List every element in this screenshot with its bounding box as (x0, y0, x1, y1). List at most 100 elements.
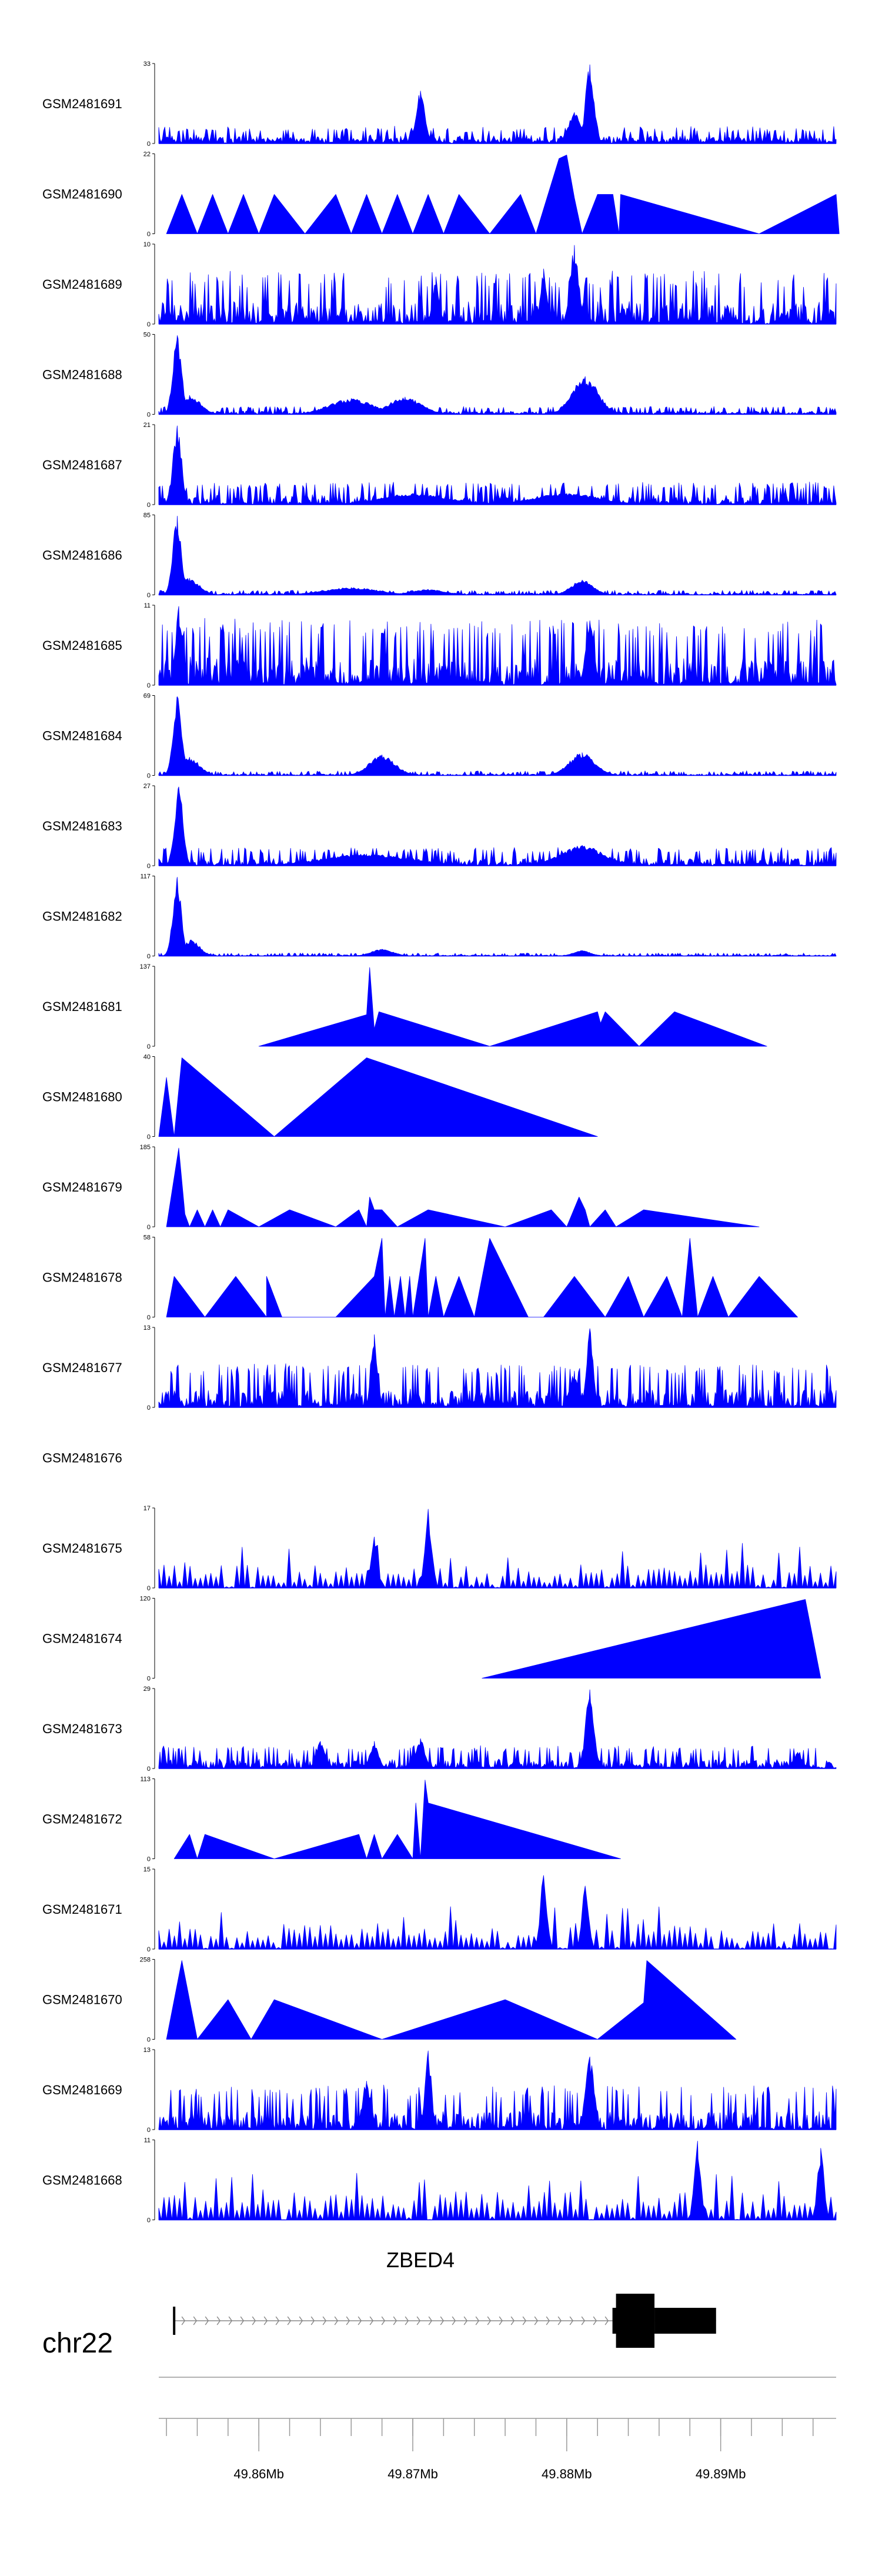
coverage-area (173, 1780, 621, 1859)
y-min-label: 0 (147, 1676, 151, 1683)
y-max-label: 15 (143, 1866, 151, 1873)
coverage-area (158, 606, 837, 686)
strand-arrow (216, 2316, 221, 2325)
y-min-label: 0 (147, 953, 151, 960)
exon-1 (173, 2307, 176, 2335)
strand-arrow (463, 2316, 468, 2325)
y-min-label: 0 (147, 2127, 151, 2134)
coverage-area (482, 1599, 821, 1679)
track-GSM2481674: GSM2481674 120 0 (42, 1596, 821, 1683)
coverage-area (158, 64, 837, 144)
strand-arrow (487, 2316, 492, 2325)
coverage-area (158, 1875, 837, 1950)
strand-arrow (475, 2316, 480, 2325)
coverage-area (166, 155, 840, 234)
track-label: GSM2481690 (42, 187, 122, 202)
track-label: GSM2481674 (42, 1631, 122, 1646)
y-max-label: 33 (143, 61, 151, 68)
y-max-label: 137 (140, 963, 151, 970)
utr-block (654, 2308, 716, 2334)
y-min-label: 0 (147, 592, 151, 599)
track-GSM2481680: GSM2481680 40 0 (42, 1054, 598, 1141)
coverage-area (158, 877, 837, 956)
y-max-label: 17 (143, 1505, 151, 1512)
y-max-label: 21 (143, 422, 151, 429)
track-label: GSM2481672 (42, 1812, 122, 1827)
strand-arrow (604, 2316, 609, 2325)
y-min-label: 0 (147, 1224, 151, 1231)
track-GSM2481683: GSM2481683 27 0 (42, 783, 837, 870)
strand-arrow (181, 2316, 186, 2325)
y-min-label: 0 (147, 502, 151, 509)
strand-arrow (322, 2316, 327, 2325)
strand-arrow (369, 2316, 374, 2325)
strand-arrow (499, 2316, 503, 2325)
strand-arrow (193, 2316, 198, 2325)
strand-arrow (252, 2316, 256, 2325)
track-GSM2481690: GSM2481690 22 0 (42, 151, 840, 238)
strand-arrow (310, 2316, 315, 2325)
track-GSM2481685: GSM2481685 11 0 (42, 602, 837, 689)
strand-arrow (428, 2316, 433, 2325)
tick-label: 49.87Mb (387, 2467, 438, 2481)
track-label: GSM2481685 (42, 638, 122, 653)
coverage-area (158, 786, 837, 866)
y-max-label: 29 (143, 1686, 151, 1693)
track-GSM2481689: GSM2481689 10 0 (42, 241, 837, 328)
y-min-label: 0 (147, 321, 151, 328)
y-min-label: 0 (147, 1766, 151, 1773)
track-GSM2481678: GSM2481678 58 0 (42, 1234, 798, 1322)
strand-arrow (275, 2316, 280, 2325)
y-max-label: 40 (143, 1054, 151, 1061)
track-GSM2481679: GSM2481679 185 0 (42, 1144, 760, 1231)
y-max-label: 69 (143, 693, 151, 700)
cds-block (616, 2294, 655, 2348)
coverage-area (158, 1057, 598, 1137)
axis-lines: 49.86Mb 49.87Mb 49.88Mb 49.89Mb (159, 2377, 836, 2481)
y-min-label: 0 (147, 2217, 151, 2224)
strand-arrow (263, 2316, 268, 2325)
strand-arrow (381, 2316, 386, 2325)
coverage-area (166, 1238, 798, 1317)
gene-name-label: ZBED4 (386, 2248, 455, 2272)
coverage-area (158, 1689, 837, 1769)
track-label: GSM2481689 (42, 277, 122, 292)
strand-arrow (581, 2316, 586, 2325)
track-label: GSM2481681 (42, 999, 122, 1014)
coverage-area (166, 1147, 760, 1227)
exon-small (612, 2308, 617, 2334)
chromosome-label: chr22 (42, 2328, 113, 2359)
y-min-label: 0 (147, 1856, 151, 1863)
track-label: GSM2481676 (42, 1451, 122, 1466)
coverage-tracks: GSM2481691330GSM2481690220GSM2481689100G… (42, 61, 840, 2224)
strand-arrow (205, 2316, 209, 2325)
coverage-area (158, 2050, 837, 2130)
strand-arrow (393, 2316, 397, 2325)
track-GSM2481684: GSM2481684 69 0 (42, 693, 837, 780)
y-max-label: 11 (144, 2137, 151, 2144)
y-max-label: 185 (140, 1144, 151, 1151)
y-max-label: 27 (143, 783, 151, 790)
y-min-label: 0 (147, 412, 151, 419)
track-label: GSM2481679 (42, 1180, 122, 1194)
track-label: GSM2481684 (42, 729, 122, 743)
track-label: GSM2481687 (42, 458, 122, 472)
strand-arrow (510, 2316, 515, 2325)
y-max-label: 258 (140, 1957, 151, 1964)
track-GSM2481691: GSM2481691 33 0 (42, 61, 837, 148)
track-GSM2481670: GSM2481670 258 0 (42, 1957, 737, 2044)
y-min-label: 0 (147, 1946, 151, 1953)
track-GSM2481686: GSM2481686 85 0 (42, 512, 837, 599)
strand-arrow (228, 2316, 233, 2325)
strand-arrow (522, 2316, 527, 2325)
track-label: GSM2481686 (42, 548, 122, 563)
track-label: GSM2481670 (42, 1993, 122, 2007)
track-GSM2481673: GSM2481673 29 0 (42, 1686, 837, 1773)
strand-arrow (334, 2316, 339, 2325)
y-min-label: 0 (147, 682, 151, 689)
strand-arrow (416, 2316, 421, 2325)
track-GSM2481671: GSM2481671 15 0 (42, 1866, 837, 1953)
coverage-area (158, 1328, 837, 1408)
track-GSM2481668: GSM2481668 11 0 (42, 2137, 837, 2224)
track-GSM2481688: GSM2481688 50 0 (42, 332, 837, 419)
